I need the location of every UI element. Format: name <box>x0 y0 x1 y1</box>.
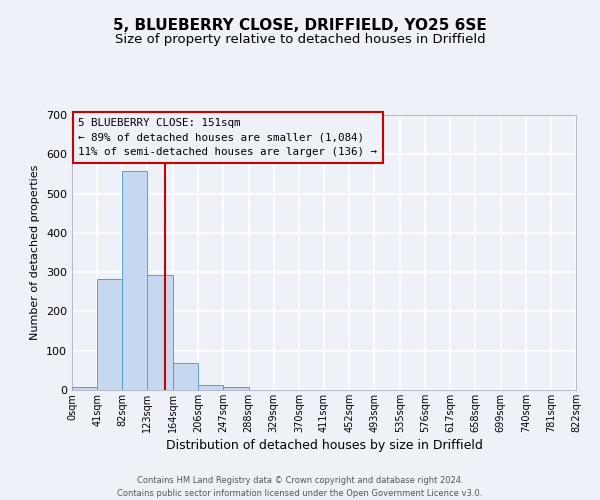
Y-axis label: Number of detached properties: Number of detached properties <box>31 165 40 340</box>
X-axis label: Distribution of detached houses by size in Driffield: Distribution of detached houses by size … <box>166 439 482 452</box>
Bar <box>223 387 248 390</box>
Bar <box>199 385 223 390</box>
Text: 5, BLUEBERRY CLOSE, DRIFFIELD, YO25 6SE: 5, BLUEBERRY CLOSE, DRIFFIELD, YO25 6SE <box>113 18 487 32</box>
Text: 5 BLUEBERRY CLOSE: 151sqm
← 89% of detached houses are smaller (1,084)
11% of se: 5 BLUEBERRY CLOSE: 151sqm ← 89% of detac… <box>78 118 377 158</box>
Bar <box>173 364 199 390</box>
Text: Contains HM Land Registry data © Crown copyright and database right 2024.
Contai: Contains HM Land Registry data © Crown c… <box>118 476 482 498</box>
Bar <box>122 171 148 390</box>
Text: Size of property relative to detached houses in Driffield: Size of property relative to detached ho… <box>115 32 485 46</box>
Bar <box>148 275 173 390</box>
Bar <box>97 279 122 390</box>
Bar <box>72 387 97 390</box>
